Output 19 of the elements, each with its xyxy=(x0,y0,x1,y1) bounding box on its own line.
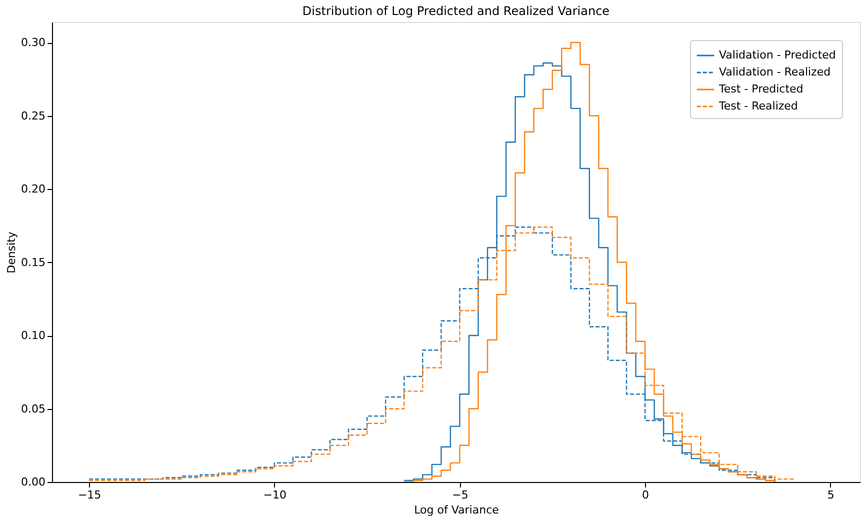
legend-label: Test - Predicted xyxy=(718,82,804,96)
x-axis-title: Log of Variance xyxy=(414,504,500,516)
y-tick-label: 0.15 xyxy=(21,256,46,269)
x-tick-label: −5 xyxy=(452,488,468,502)
y-tick-label: 0.10 xyxy=(21,329,46,342)
y-tick-label: 0.00 xyxy=(21,476,46,488)
x-tick-label: 5 xyxy=(827,488,834,502)
y-tick-label: 0.05 xyxy=(21,402,46,416)
legend-label: Validation - Realized xyxy=(719,66,831,78)
y-tick-label: 0.20 xyxy=(21,182,46,196)
x-tick-label: −15 xyxy=(78,488,102,502)
y-tick-label: 0.25 xyxy=(21,109,46,122)
y-axis-title: Density xyxy=(5,231,18,274)
legend-label: Validation - Predicted xyxy=(719,48,836,62)
y-tick-label: 0.30 xyxy=(21,36,46,50)
x-tick-label: −10 xyxy=(263,488,286,502)
x-tick-label: 0 xyxy=(642,488,650,502)
legend-label: Test - Realized xyxy=(718,100,798,112)
chart-title: Distribution of Log Predicted and Realized Variance xyxy=(302,4,610,18)
